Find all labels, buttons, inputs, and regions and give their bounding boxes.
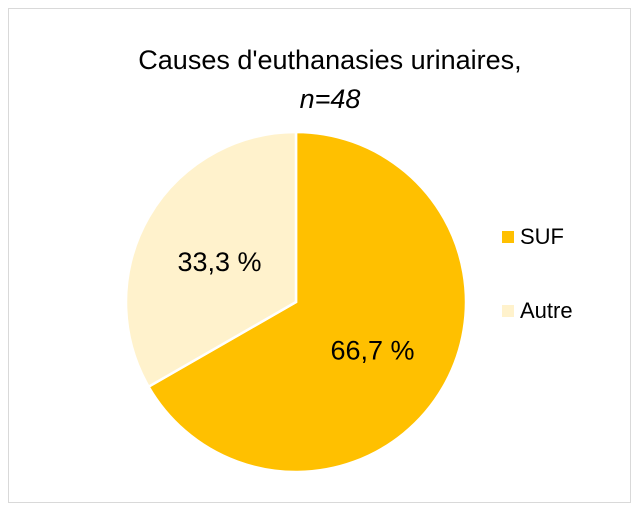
- chart-title: Causes d'euthanasies urinaires,: [138, 45, 521, 75]
- pie-slice: [124, 130, 298, 389]
- data-label: 66,7 %: [330, 335, 414, 365]
- pie-slice: [146, 130, 468, 474]
- data-label: 33,3 %: [177, 247, 261, 277]
- legend-label: SUF: [520, 224, 564, 249]
- legend-swatch: [502, 231, 514, 243]
- chart-subtitle: n=48: [300, 84, 361, 114]
- legend-label: Autre: [520, 298, 573, 323]
- legend-swatch: [502, 305, 514, 317]
